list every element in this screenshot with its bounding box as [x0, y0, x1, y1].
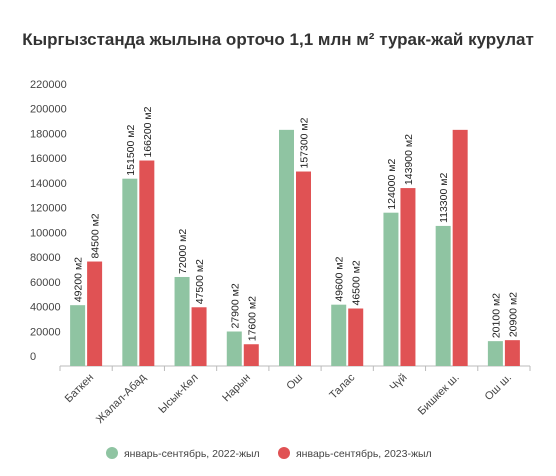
data-labels: 49200 м2 84500 м2 151500 м2 166200 м2 72000 …: [73, 106, 520, 341]
data-label: 47500 м2: [194, 259, 206, 304]
legend-label: январь-сентябрь, 2023-жыл: [296, 448, 432, 460]
bar: [243, 344, 259, 366]
y-tick-label: 100000: [30, 227, 67, 239]
y-tick-label: 0: [30, 351, 36, 363]
x-tick-label: Чүй: [388, 372, 410, 394]
bar: [331, 304, 347, 366]
legend: январь-сентябрь, 2022-жыл январь-сентябрь…: [106, 447, 432, 460]
bar: [226, 331, 242, 366]
y-tick-label: 120000: [30, 203, 67, 215]
bar: [504, 340, 520, 366]
data-label: 157300 м2: [299, 117, 311, 168]
bar: [191, 307, 207, 366]
bar: [348, 308, 364, 366]
data-label: 84500 м2: [90, 213, 102, 258]
y-tick-label: 20000: [30, 326, 61, 338]
bar: [87, 261, 103, 366]
data-label: 124000 м2: [386, 159, 398, 210]
x-tick-label: Ысык-Көл: [156, 372, 200, 416]
y-tick-label: 160000: [30, 153, 67, 165]
legend-swatch: [278, 447, 290, 459]
chart-title: Кыргызстанда жылына орточо 1,1 млн м² ту…: [22, 30, 534, 49]
bar: [122, 178, 138, 366]
bar: [174, 276, 190, 366]
y-tick-label: 200000: [30, 104, 67, 116]
data-label: 20900 м2: [507, 292, 519, 337]
x-tick-label: Ош ш.: [483, 372, 514, 403]
data-label: 46500 м2: [351, 260, 363, 305]
data-label: 113300 м2: [438, 173, 450, 223]
bar: [296, 171, 311, 366]
x-tick-label: Ош: [284, 372, 305, 393]
y-tick-label: 180000: [30, 128, 67, 140]
legend-swatch: [106, 447, 118, 459]
data-label: 27900 м2: [229, 283, 241, 328]
y-tick-label: 40000: [30, 302, 61, 314]
x-tick-label: Баткен: [63, 372, 96, 405]
legend-label: январь-сентябрь, 2022-жыл: [124, 448, 260, 460]
data-label: 72000 м2: [177, 229, 189, 274]
bar: [452, 129, 468, 366]
bar: [279, 129, 294, 366]
x-tick-label: Нарын: [220, 372, 253, 405]
y-tick-label: 80000: [30, 252, 61, 264]
bar: [487, 341, 503, 366]
y-tick-label: 60000: [30, 277, 61, 289]
data-label: 151500 м2: [125, 125, 137, 176]
data-label: 20100 м2: [490, 293, 502, 338]
data-label: 143900 м2: [403, 134, 415, 185]
bar: [139, 160, 155, 366]
data-label: 49600 м2: [334, 256, 346, 301]
bars: [70, 129, 520, 366]
x-tick-label: Жалал-Абад: [94, 371, 149, 426]
bar: [383, 212, 399, 366]
data-label: 17600 м2: [246, 296, 258, 341]
x-tick-label: Талас: [327, 371, 357, 401]
data-label: 49200 м2: [73, 257, 85, 302]
y-axis: 0 20000 40000 60000 80000 100000 120000 140000 1…: [30, 79, 67, 363]
bar: [70, 305, 86, 366]
data-label: 166200 м2: [142, 106, 154, 157]
y-tick-label: 220000: [30, 79, 67, 91]
y-tick-label: 140000: [30, 178, 67, 190]
x-tick-label: Бишкек ш.: [416, 372, 462, 418]
bar: [400, 188, 416, 366]
bar: [435, 225, 451, 366]
